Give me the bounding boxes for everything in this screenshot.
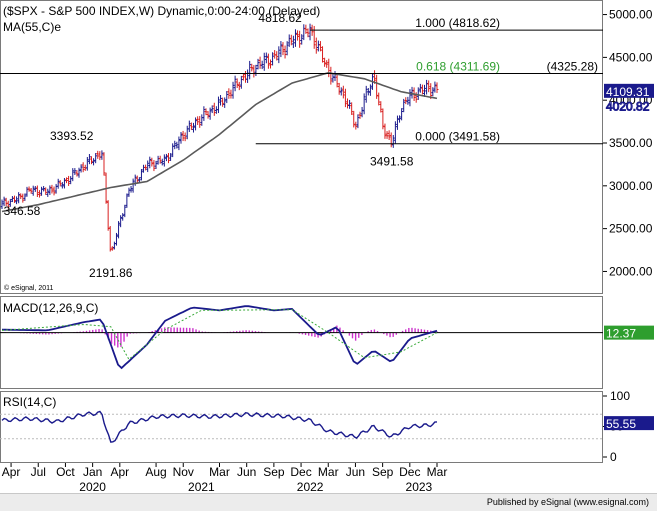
x-axis-month-1: Jul bbox=[31, 465, 46, 479]
macd-line bbox=[2, 305, 438, 370]
price-annotation-3: 3491.58 bbox=[370, 155, 414, 169]
macd-panel-frame bbox=[0, 296, 603, 389]
price-tag-1: 4020.82 bbox=[606, 99, 650, 113]
x-axis-month-8: Jun bbox=[237, 465, 256, 479]
level-label-1: 0.618 (4311.69) bbox=[416, 60, 500, 74]
x-axis-month-0: Apr bbox=[2, 465, 21, 479]
x-axis-month-5: Aug bbox=[145, 465, 166, 479]
x-axis-month-2: Oct bbox=[56, 465, 75, 479]
x-axis-month-15: Mar bbox=[427, 465, 448, 479]
rsi-panel-frame bbox=[0, 391, 603, 463]
rsi-line bbox=[1, 410, 438, 443]
axis-layer: 5000.004500.004000.003500.003000.002500.… bbox=[2, 8, 654, 493]
x-axis-year-3: 2023 bbox=[406, 480, 433, 493]
ma-legend: MA(55,C)e bbox=[3, 20, 61, 34]
price-series-layer: 1.000 (4818.62) 0.618 (4311.69) 0.000 (349… bbox=[0, 11, 603, 280]
rsi-axis-label-2: 0 bbox=[610, 450, 617, 464]
macd-value-tag: 12.37 bbox=[606, 327, 636, 341]
watermark: © eSignal, 2011 bbox=[4, 284, 54, 292]
ma-line bbox=[1, 71, 438, 213]
x-axis-month-7: Mar bbox=[209, 465, 230, 479]
price-tag-bg bbox=[604, 83, 654, 98]
chart-title: ($SPX - S&P 500 INDEX,W) Dynamic,0:00-24… bbox=[3, 4, 320, 18]
macd-value-tag-bg bbox=[604, 325, 654, 340]
x-axis-month-11: Mar bbox=[318, 465, 339, 479]
price-axis-label-0: 5000.00 bbox=[609, 8, 653, 22]
price-annotation-2: 2191.86 bbox=[89, 266, 133, 280]
price-axis-label-6: 2000.00 bbox=[609, 264, 653, 278]
x-axis-month-12: Jun bbox=[346, 465, 365, 479]
rsi-axis-label-0: 100 bbox=[610, 389, 630, 403]
x-axis-month-14: Dec bbox=[399, 465, 420, 479]
x-axis-month-3: Jan bbox=[83, 465, 102, 479]
x-axis-year-1: 2021 bbox=[188, 480, 215, 493]
macd-series-layer: 12.37 bbox=[0, 305, 654, 370]
x-axis-month-6: Nov bbox=[173, 465, 194, 479]
x-axis-month-4: Apr bbox=[110, 465, 129, 479]
x-axis-year-2: 2022 bbox=[297, 480, 324, 493]
price-annotation-1: 3393.52 bbox=[50, 129, 94, 143]
price-axis-label-1: 4500.00 bbox=[609, 50, 653, 64]
price-axis-label-4: 3000.00 bbox=[609, 179, 653, 193]
x-axis-month-13: Sep bbox=[372, 465, 394, 479]
rsi-value-tag-bg bbox=[604, 416, 654, 431]
level-label-2: 0.000 (3491.58) bbox=[415, 130, 500, 144]
rsi-series-layer: 10050055.55 bbox=[0, 389, 654, 464]
rsi-panel-title: RSI(14,C) bbox=[3, 395, 56, 409]
footer-bar: Published by eSignal (www.esignal.com) bbox=[0, 493, 657, 511]
price-axis-label-5: 2500.00 bbox=[609, 222, 653, 236]
level-label-0: 1.000 (4818.62) bbox=[415, 16, 500, 30]
x-axis-year-0: 2020 bbox=[79, 480, 106, 493]
price-panel-frame bbox=[0, 0, 603, 294]
rsi-value-tag: 55.55 bbox=[606, 417, 636, 431]
x-axis-month-10: Dec bbox=[290, 465, 311, 479]
price-annotation-4: 346.58 bbox=[4, 204, 41, 218]
macd-signal-line bbox=[1, 309, 438, 361]
price-annotation-0: 4818.62 bbox=[258, 11, 302, 25]
side-level-label: (4325.28) bbox=[547, 60, 598, 74]
chart-canvas: 1.000 (4818.62) 0.618 (4311.69) 0.000 (349… bbox=[0, 0, 654, 493]
macd-panel-title: MACD(12,26,9,C) bbox=[3, 301, 98, 315]
price-axis-label-3: 3500.00 bbox=[609, 136, 653, 150]
footer-text: Published by eSignal (www.esignal.com) bbox=[486, 497, 649, 507]
price-tag-0: 4109.31 bbox=[606, 85, 650, 99]
x-axis-month-9: Sep bbox=[263, 465, 285, 479]
